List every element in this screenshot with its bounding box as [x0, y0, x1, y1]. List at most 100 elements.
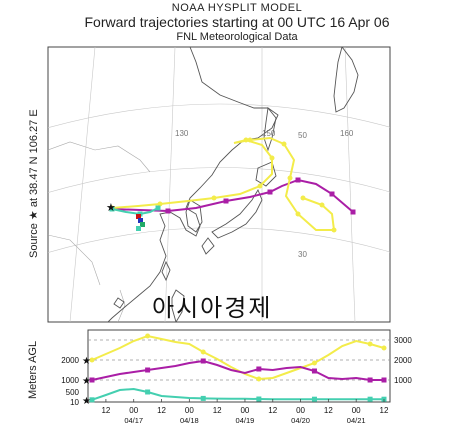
japan-honshu: [211, 188, 263, 239]
date-label: 04/18: [180, 416, 199, 425]
date-label: 04/17: [124, 416, 143, 425]
series-point: [145, 389, 151, 395]
series-point: [367, 341, 373, 347]
left-tick-label: 500: [66, 388, 80, 397]
start-star-icon: ★: [82, 396, 91, 407]
series-line-magenta: [91, 359, 384, 381]
source-marker-cyan: [136, 226, 141, 231]
map-marker-yellow: [243, 137, 249, 143]
map-marker-magenta: [329, 191, 335, 197]
map-marker-yellow: [211, 195, 217, 201]
korea: [185, 199, 203, 233]
series-point: [256, 366, 262, 372]
right-tick-label: 3000: [394, 336, 412, 345]
map-marker-cyan: [109, 206, 115, 212]
map-marker-magenta: [165, 208, 171, 214]
map-geography: [48, 47, 390, 322]
asia-coastline: [107, 47, 279, 322]
sakhalin: [263, 106, 277, 152]
map-marker-magenta: [295, 177, 301, 183]
series-point: [200, 395, 206, 401]
profile-series: ★ ★ ★: [82, 333, 387, 407]
hainan: [113, 297, 125, 309]
map-trajectories: [109, 136, 356, 233]
philippines: [171, 289, 185, 322]
map-frame: [47, 46, 391, 323]
page-title: Forward trajectories starting at 00 UTC …: [84, 14, 390, 30]
series-point: [381, 345, 387, 351]
x-tick-label: 12: [213, 406, 222, 415]
meridian-label: 130: [175, 129, 189, 138]
series-point: [145, 333, 151, 339]
watermark: 아시아경제: [152, 295, 272, 322]
series-point: [200, 358, 206, 364]
x-tick-label: 12: [380, 406, 389, 415]
map-marker-yellow: [319, 202, 325, 208]
map-marker-yellow: [281, 141, 287, 147]
source-marker-blue: [138, 218, 143, 223]
date-label: 04/20: [291, 416, 310, 425]
series-point: [89, 397, 95, 403]
series-point: [311, 360, 317, 366]
series-point: [311, 396, 317, 402]
source-star-icon: ★: [106, 202, 116, 214]
series-point: [367, 396, 373, 402]
parallel-label: 50: [298, 131, 307, 140]
x-tick-label: 00: [129, 406, 138, 415]
x-tick-label: 12: [268, 406, 277, 415]
parallel-label: 30: [298, 250, 307, 259]
right-tick-label: 2000: [394, 356, 412, 365]
left-tick-label: 10: [70, 398, 79, 407]
left-tick-label: 2000: [61, 356, 79, 365]
map-marker-magenta: [223, 198, 229, 204]
map-marker-magenta: [350, 209, 356, 215]
x-tick-label: 00: [296, 406, 305, 415]
map-marker-yellow: [269, 155, 275, 161]
map-marker-cyan: [155, 205, 161, 211]
right-tick-label: 1000: [394, 376, 412, 385]
meridian-label: 150: [262, 129, 276, 138]
model-title: NOAA HYSPLIT MODEL: [171, 2, 303, 14]
map-marker-yellow: [157, 201, 163, 207]
map-marker-yellow: [287, 175, 293, 181]
source-marker-red: [136, 214, 141, 219]
series-point: [256, 396, 262, 402]
x-tick-label: 00: [352, 406, 361, 415]
x-tick-label: 12: [324, 406, 333, 415]
series-point: [256, 376, 262, 382]
japan-hokkaido: [255, 161, 277, 187]
date-label: 04/19: [236, 416, 255, 425]
series-point: [145, 367, 151, 373]
map-trajectory-yellow: [111, 136, 336, 231]
left-tick-label: 1000: [61, 376, 79, 385]
series-point: [381, 377, 387, 383]
map-marker-yellow: [247, 137, 253, 143]
meridian-label: 160: [340, 129, 354, 138]
x-tick-label: 12: [157, 406, 166, 415]
map-marker-magenta: [267, 189, 273, 195]
x-tick-label: 00: [185, 406, 194, 415]
x-tick-label: 00: [240, 406, 249, 415]
x-tick-label: 12: [101, 406, 110, 415]
map-marker-yellow: [257, 183, 263, 189]
series-point: [200, 349, 206, 355]
taiwan: [161, 260, 171, 282]
subtitle: FNL Meteorological Data: [176, 31, 298, 43]
series-line-cyan: [91, 387, 384, 401]
start-star-icon: ★: [82, 356, 91, 367]
map-marker-yellow: [331, 227, 337, 233]
start-star-icon: ★: [82, 376, 91, 387]
series-point: [89, 357, 95, 363]
map-marker-yellow: [300, 195, 306, 201]
series-point: [311, 368, 317, 374]
source-marker-green: [140, 222, 145, 227]
date-label: 04/21: [347, 416, 366, 425]
map-trajectory-magenta: [111, 178, 354, 213]
trajectory-map: 130 150 160 50 30 ★ 아시아경제: [47, 46, 391, 323]
series-point: [367, 377, 373, 383]
japan-kyushu: [201, 237, 215, 255]
series-point: [89, 377, 95, 383]
